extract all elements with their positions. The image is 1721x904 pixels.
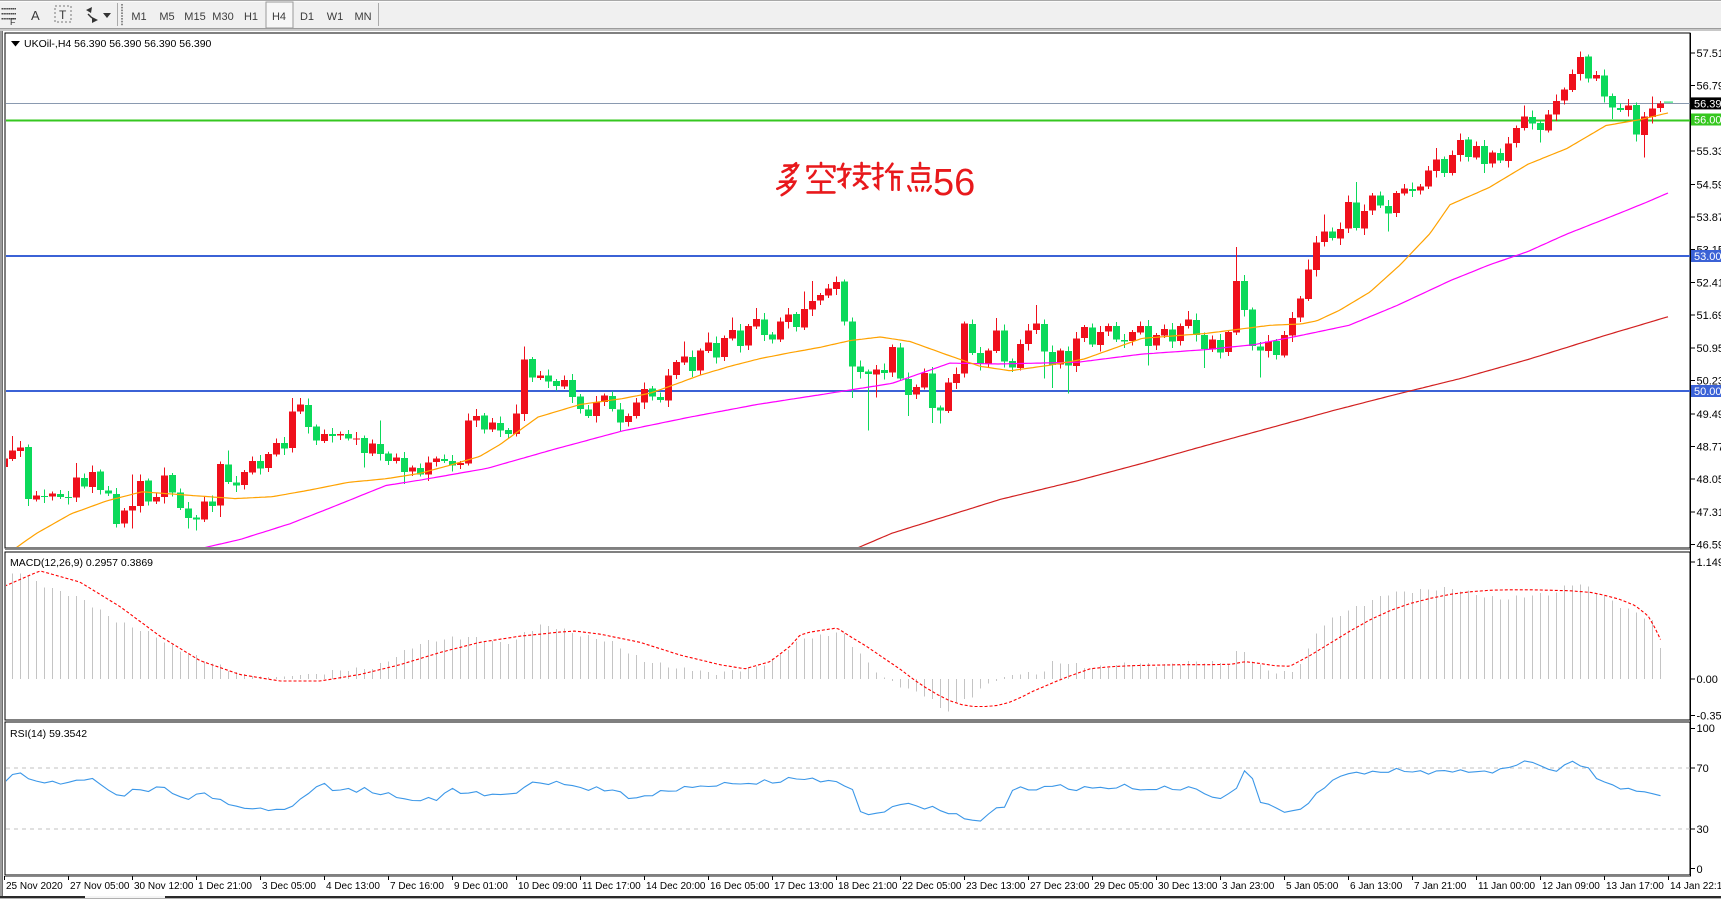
svg-text:T: T	[59, 8, 67, 22]
svg-text:H1: H1	[244, 11, 258, 23]
svg-text:H4: H4	[272, 11, 286, 23]
svg-text:57.510: 57.510	[1697, 48, 1721, 60]
svg-text:0: 0	[1697, 864, 1703, 876]
svg-text:1.149: 1.149	[1697, 557, 1721, 569]
svg-text:55.330: 55.330	[1697, 146, 1721, 158]
svg-text:MACD(12,26,9) 0.2957 0.3869: MACD(12,26,9) 0.2957 0.3869	[10, 557, 153, 569]
svg-text:MN: MN	[354, 11, 371, 23]
svg-text:53.870: 53.870	[1697, 212, 1721, 224]
svg-text:D1: D1	[300, 11, 314, 23]
svg-text:9 Dec 01:00: 9 Dec 01:00	[454, 881, 508, 892]
svg-text:48.050: 48.050	[1697, 474, 1721, 486]
svg-text:23 Dec 13:00: 23 Dec 13:00	[966, 881, 1026, 892]
svg-text:47.310: 47.310	[1697, 507, 1721, 519]
svg-text:M30: M30	[212, 11, 233, 23]
svg-text:30: 30	[1697, 824, 1709, 836]
svg-text:27 Dec 23:00: 27 Dec 23:00	[1030, 881, 1090, 892]
svg-text:30 Nov 12:00: 30 Nov 12:00	[134, 881, 194, 892]
svg-text:11 Jan 00:00: 11 Jan 00:00	[1478, 881, 1536, 892]
svg-text:M15: M15	[184, 11, 205, 23]
svg-text:53.000: 53.000	[1694, 251, 1721, 263]
svg-text:30 Dec 13:00: 30 Dec 13:00	[1158, 881, 1218, 892]
svg-text:W1: W1	[327, 11, 344, 23]
svg-text:5 Jan 05:00: 5 Jan 05:00	[1286, 881, 1339, 892]
svg-text:16 Dec 05:00: 16 Dec 05:00	[710, 881, 770, 892]
svg-text:49.490: 49.490	[1697, 409, 1721, 421]
svg-text:A: A	[31, 8, 40, 23]
svg-text:-0.356: -0.356	[1697, 710, 1721, 722]
svg-text:10 Dec 09:00: 10 Dec 09:00	[518, 881, 578, 892]
svg-text:25 Nov 2020: 25 Nov 2020	[6, 881, 63, 892]
svg-text:3 Jan 23:00: 3 Jan 23:00	[1222, 881, 1275, 892]
svg-text:22 Dec 05:00: 22 Dec 05:00	[902, 881, 962, 892]
svg-text:M1: M1	[131, 11, 146, 23]
svg-text:7 Dec 16:00: 7 Dec 16:00	[390, 881, 444, 892]
svg-text:3 Dec 05:00: 3 Dec 05:00	[262, 881, 316, 892]
svg-text:6 Jan 13:00: 6 Jan 13:00	[1350, 881, 1403, 892]
svg-text:56: 56	[933, 162, 975, 204]
svg-text:M5: M5	[159, 11, 174, 23]
svg-text:1 Dec 21:00: 1 Dec 21:00	[198, 881, 252, 892]
svg-text:F: F	[10, 17, 16, 27]
svg-text:52.410: 52.410	[1697, 278, 1721, 290]
svg-text:54.590: 54.590	[1697, 179, 1721, 191]
svg-text:50.000: 50.000	[1694, 386, 1721, 398]
svg-text:29 Dec 05:00: 29 Dec 05:00	[1094, 881, 1154, 892]
svg-text:50.950: 50.950	[1697, 343, 1721, 355]
svg-text:4 Dec 13:00: 4 Dec 13:00	[326, 881, 380, 892]
svg-text:27 Nov 05:00: 27 Nov 05:00	[70, 881, 130, 892]
svg-text:13 Jan 17:00: 13 Jan 17:00	[1606, 881, 1664, 892]
svg-text:RSI(14) 59.3542: RSI(14) 59.3542	[10, 728, 87, 740]
svg-text:7 Jan 21:00: 7 Jan 21:00	[1414, 881, 1467, 892]
svg-text:48.770: 48.770	[1697, 441, 1721, 453]
svg-text:46.590: 46.590	[1697, 539, 1721, 551]
svg-text:17 Dec 13:00: 17 Dec 13:00	[774, 881, 834, 892]
svg-text:51.690: 51.690	[1697, 310, 1721, 322]
svg-text:56.390: 56.390	[1694, 99, 1721, 111]
svg-text:18 Dec 21:00: 18 Dec 21:00	[838, 881, 898, 892]
svg-text:56.000: 56.000	[1694, 115, 1721, 127]
svg-text:100: 100	[1697, 723, 1715, 735]
svg-text:14 Dec 20:00: 14 Dec 20:00	[646, 881, 706, 892]
svg-text:14 Jan 22:15: 14 Jan 22:15	[1670, 881, 1721, 892]
svg-text:12 Jan 09:00: 12 Jan 09:00	[1542, 881, 1600, 892]
svg-text:56.790: 56.790	[1697, 81, 1721, 93]
svg-text:11 Dec 17:00: 11 Dec 17:00	[582, 881, 641, 892]
svg-text:0.00: 0.00	[1697, 674, 1718, 686]
svg-text:70: 70	[1697, 763, 1709, 775]
svg-text:UKOil-,H4 56.390 56.390 56.39: UKOil-,H4 56.390 56.390 56.390 56.390	[24, 38, 212, 50]
